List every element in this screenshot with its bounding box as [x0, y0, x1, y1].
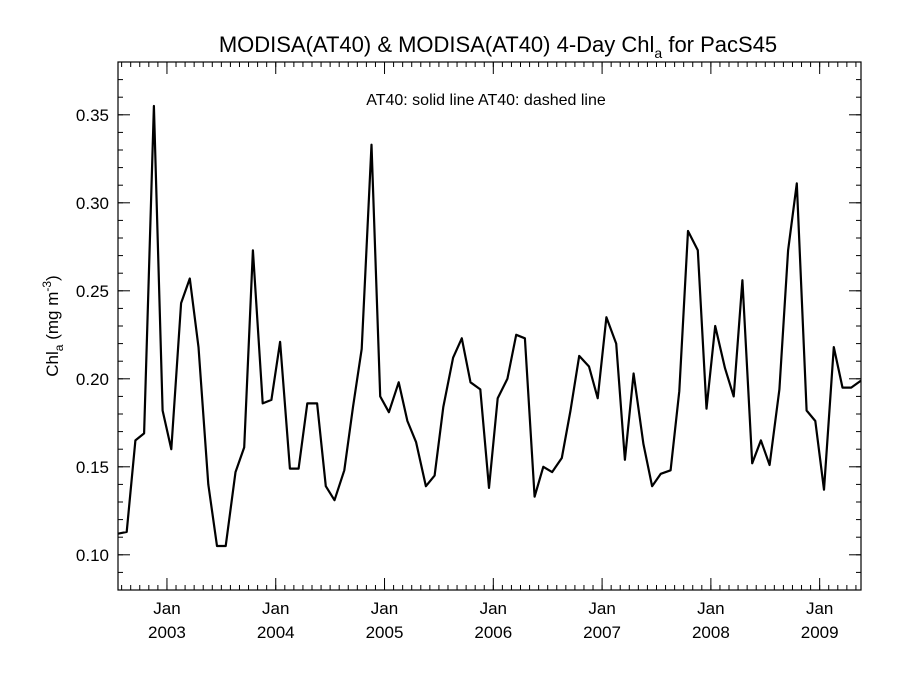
y-axis-label-main: Chl	[43, 351, 62, 377]
y-tick-label: 0.25	[76, 282, 109, 301]
x-minor-ticks	[121, 62, 857, 590]
x-tick-year-label: 2006	[474, 623, 512, 642]
y-axis-ticks	[118, 114, 861, 556]
x-axis-ticks	[166, 62, 821, 590]
y-axis-label: Chla (mg m-3)	[40, 275, 66, 376]
y-axis-tick-labels: 0.10 0.15 0.20 0.25 0.30 0.35	[76, 106, 109, 565]
y-axis-label-superscript: -3	[40, 281, 54, 292]
y-tick-label: 0.30	[76, 194, 109, 213]
y-tick-label: 0.35	[76, 106, 109, 125]
x-tick-month-label: Jan	[262, 599, 289, 618]
x-tick-month-label: Jan	[588, 599, 615, 618]
x-tick-year-label: 2007	[583, 623, 621, 642]
x-tick-month-label: Jan	[806, 599, 833, 618]
x-tick-month-label: Jan	[153, 599, 180, 618]
x-tick-month-label: Jan	[371, 599, 398, 618]
y-tick-label: 0.20	[76, 370, 109, 389]
x-tick-year-label: 2008	[692, 623, 730, 642]
chart-title-subscript: a	[654, 45, 662, 61]
x-tick-month-label: Jan	[697, 599, 724, 618]
legend-text: AT40: solid line AT40: dashed line	[366, 92, 606, 109]
x-tick-year-label: 2004	[257, 623, 295, 642]
x-tick-month-label: Jan	[480, 599, 507, 618]
x-tick-year-label: 2009	[801, 623, 839, 642]
y-axis-label-units: (mg m	[43, 292, 62, 345]
x-tick-year-label: 2003	[148, 623, 186, 642]
y-tick-label: 0.15	[76, 458, 109, 477]
chart-title: MODISA(AT40) & MODISA(AT40) 4-Day Chla f…	[219, 32, 777, 61]
y-axis-label-close: )	[43, 275, 62, 281]
series-line-solid	[117, 104, 862, 548]
x-tick-year-label: 2005	[366, 623, 404, 642]
series-layer	[117, 104, 862, 548]
y-axis-label-subscript: a	[52, 344, 66, 351]
chart-title-main: MODISA(AT40) & MODISA(AT40) 4-Day Chl	[219, 32, 655, 57]
x-axis-tick-labels: Jan 2003 Jan 2004 Jan 2005 Jan 2006 Jan 2007 Jan 20…	[148, 599, 839, 642]
chart-title-tail: for PacS45	[662, 32, 777, 57]
y-tick-label: 0.10	[76, 546, 109, 565]
